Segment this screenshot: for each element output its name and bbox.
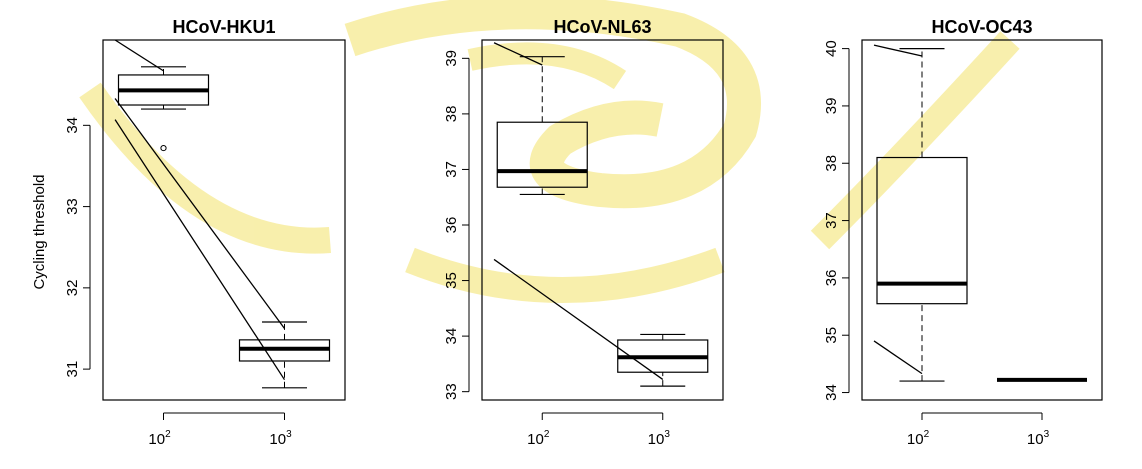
x-tick-exponent: 3	[664, 429, 670, 440]
x-tick-base: 10	[269, 431, 286, 448]
outlier-point	[160, 144, 167, 152]
box-2	[617, 333, 709, 387]
plot-frame	[102, 39, 346, 401]
fit-line-1	[873, 44, 923, 57]
y-tick-label: 35	[443, 272, 460, 289]
interquartile-box	[496, 121, 588, 188]
box-1	[496, 56, 588, 196]
y-tick-label: 34	[443, 328, 460, 345]
x-tick-base: 10	[648, 431, 665, 448]
plot-frame	[861, 39, 1103, 401]
x-tick-base: 10	[527, 431, 544, 448]
x-tick-label: 102	[148, 429, 171, 448]
y-tick-label: 39	[443, 50, 460, 67]
fit-line-2	[873, 340, 923, 375]
x-tick-label: 102	[907, 429, 930, 448]
interquartile-box	[876, 156, 968, 305]
x-tick-label: 102	[527, 429, 550, 448]
x-tick-exponent: 2	[924, 429, 930, 440]
y-tick-label: 39	[823, 98, 840, 115]
box-1	[876, 47, 968, 382]
y-tick-label: 33	[64, 198, 81, 215]
chart-title: HCoV-HKU1	[172, 17, 275, 37]
x-tick-base: 10	[1027, 431, 1044, 448]
x-tick-label: 103	[269, 429, 292, 448]
y-axis-title-group: Cycling threshold	[31, 174, 48, 289]
y-tick-label: 38	[823, 155, 840, 172]
x-tick-exponent: 3	[286, 429, 292, 440]
chart-title: HCoV-NL63	[553, 17, 651, 37]
x-tick-base: 10	[148, 431, 165, 448]
fit-line-3	[114, 119, 286, 381]
x-tick-label: 103	[648, 429, 671, 448]
y-tick-label: 37	[823, 212, 840, 229]
y-tick-label: 38	[443, 106, 460, 123]
fit-line-2	[114, 98, 286, 329]
y-tick-label: 34	[823, 384, 840, 401]
fit-line-1	[493, 42, 543, 66]
y-tick-label: 32	[64, 280, 81, 297]
x-tick-label: 103	[1027, 429, 1050, 448]
y-tick-label: 35	[823, 327, 840, 344]
chart-title: HCoV-OC43	[931, 17, 1032, 37]
y-tick-label: 36	[443, 217, 460, 234]
box-1	[117, 66, 210, 152]
university-crest-watermark	[79, 0, 1020, 303]
y-tick-label: 37	[443, 161, 460, 178]
fit-line-1	[114, 39, 164, 72]
plot-frame	[481, 39, 724, 401]
y-tick-label: 36	[823, 270, 840, 287]
y-tick-label: 40	[823, 40, 840, 57]
box-2	[238, 321, 331, 389]
y-tick-label: 34	[64, 117, 81, 134]
y-axis-title: Cycling threshold	[31, 174, 48, 289]
x-tick-exponent: 3	[1044, 429, 1050, 440]
x-tick-exponent: 2	[165, 429, 171, 440]
y-tick-label: 31	[64, 361, 81, 378]
x-tick-base: 10	[907, 431, 924, 448]
fit-line-2	[493, 258, 664, 380]
y-tick-label: 33	[443, 383, 460, 400]
x-tick-exponent: 2	[544, 429, 550, 440]
